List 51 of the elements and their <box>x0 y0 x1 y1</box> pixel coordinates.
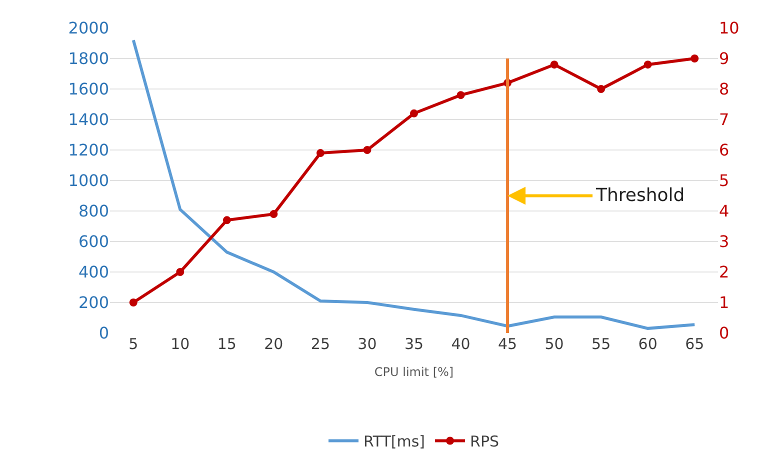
ref-line-label: Threshold <box>595 185 685 206</box>
x-tick-label: 60 <box>638 335 658 353</box>
point <box>690 54 699 62</box>
point <box>363 146 372 154</box>
y2-tick-label: 5 <box>719 171 730 190</box>
y2-tick-label: 8 <box>719 80 730 99</box>
y2-tick-label: 4 <box>719 202 730 221</box>
y2-tick-label: 9 <box>719 49 730 68</box>
point <box>129 298 138 306</box>
x-tick-label: 55 <box>592 335 611 353</box>
point <box>316 149 324 158</box>
y2-tick-label: 3 <box>719 232 730 252</box>
y-tick-label: 800 <box>78 202 109 221</box>
y2-tick-label: 6 <box>719 140 730 160</box>
x-axis-title: CPU limit [%] <box>374 364 454 379</box>
y-tick-label: 1600 <box>68 80 109 99</box>
point <box>410 109 418 118</box>
y-tick-label: 0 <box>98 324 109 343</box>
x-tick-label: 25 <box>310 335 330 353</box>
x-tick-label: 5 <box>128 335 138 353</box>
x-tick-label: 30 <box>358 335 377 353</box>
x-tick-label: 35 <box>404 335 424 353</box>
x-tick-label: 45 <box>498 335 518 353</box>
y2-tick-label: 2 <box>719 262 730 282</box>
point <box>550 60 558 69</box>
y-tick-label: 400 <box>78 262 109 282</box>
legend-label: RTT[ms] <box>364 432 426 451</box>
point <box>222 216 231 224</box>
y2-tick-label: 0 <box>719 324 730 343</box>
y-tick-label: 200 <box>78 293 109 312</box>
point <box>644 60 652 69</box>
point <box>270 210 278 218</box>
y-tick-label: 1000 <box>68 171 109 190</box>
x-tick-label: 65 <box>685 335 704 353</box>
legend-label: RPS <box>470 432 500 451</box>
y2-tick-label: 10 <box>719 18 740 38</box>
x-tick-label: 20 <box>264 335 284 353</box>
point <box>176 268 184 276</box>
y2-tick-label: 7 <box>719 110 730 130</box>
y2-tick-label: 1 <box>719 293 730 312</box>
x-tick-label: 50 <box>544 335 564 353</box>
y-tick-label: 1200 <box>68 140 109 160</box>
y-tick-label: 600 <box>78 232 109 252</box>
y-tick-label: 2000 <box>68 18 109 38</box>
point <box>597 85 606 93</box>
point <box>456 91 465 100</box>
y-tick-label: 1800 <box>68 49 109 68</box>
x-tick-label: 40 <box>451 335 470 353</box>
y-tick-label: 1400 <box>68 110 109 130</box>
x-tick-label: 15 <box>217 335 236 353</box>
x-tick-label: 10 <box>170 335 190 353</box>
